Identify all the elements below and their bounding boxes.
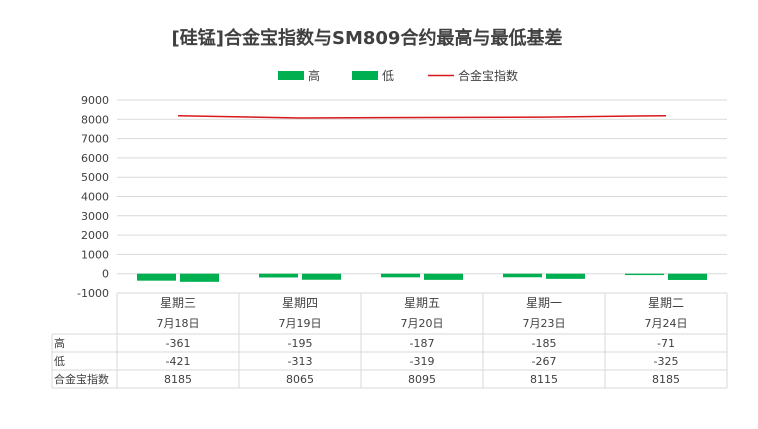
y-tick-label: 6000 xyxy=(81,152,109,165)
data-label: -325 xyxy=(654,355,679,368)
data-table: 星期三 7月18日 星期四 7月19日 星期五 7月20日 星期一 7月23日 星期二 7月24日… xyxy=(51,292,728,389)
data-label: -185 xyxy=(532,337,557,350)
x-category-label: 星期二 xyxy=(648,296,684,310)
data-label: -71 xyxy=(657,337,675,350)
y-tick-label: 4000 xyxy=(81,191,109,204)
y-axis: 9000 8000 7000 6000 5000 4000 3000 2000 1000 0 -10… xyxy=(77,94,109,300)
data-label: 8185 xyxy=(652,373,680,386)
legend-swatch-2 xyxy=(352,71,378,80)
bar-high-4 xyxy=(503,273,542,278)
table-row-label: 高 xyxy=(54,336,65,350)
bar-low-5 xyxy=(668,273,707,280)
bars xyxy=(137,273,707,282)
data-label: -361 xyxy=(166,337,191,350)
table-row-label: 合金宝指数 xyxy=(54,372,109,386)
y-tick-label: 5000 xyxy=(81,171,109,184)
x-category-label: 星期五 xyxy=(404,296,440,310)
bar-high-2 xyxy=(259,273,298,278)
legend-label-1: 高 xyxy=(308,68,320,83)
bar-low-1 xyxy=(180,273,219,282)
bar-high-1 xyxy=(137,273,176,281)
data-label: 8185 xyxy=(164,373,192,386)
data-label: -187 xyxy=(410,337,435,350)
table-row-label: 低 xyxy=(54,355,65,368)
y-tick-label: 7000 xyxy=(81,133,109,146)
y-tick-label: 9000 xyxy=(81,94,109,107)
chart-title: [硅锰]合金宝指数与SM809合约最高与最低基差 xyxy=(172,27,563,49)
x-category-label: 星期三 xyxy=(160,296,196,310)
y-tick-label: 3000 xyxy=(81,210,109,223)
bar-low-4 xyxy=(546,273,585,279)
gridlines xyxy=(117,99,727,275)
data-label: 8115 xyxy=(530,373,558,386)
x-date-label: 7月23日 xyxy=(523,317,566,330)
bar-high-3 xyxy=(381,273,420,278)
bar-low-2 xyxy=(302,273,341,280)
y-tick-label: -1000 xyxy=(77,287,109,300)
x-category-label: 星期四 xyxy=(282,296,318,310)
legend-label-2: 低 xyxy=(382,69,394,83)
legend: 高 低 合金宝指数 xyxy=(278,68,518,83)
x-date-label: 7月19日 xyxy=(279,317,322,330)
data-label: -267 xyxy=(532,355,557,368)
x-date-label: 7月18日 xyxy=(157,317,200,330)
index-line-path xyxy=(177,114,667,119)
data-label: 8095 xyxy=(408,373,436,386)
bar-high-5 xyxy=(625,273,664,276)
bar-low-3 xyxy=(424,273,463,280)
y-tick-label: 2000 xyxy=(81,229,109,242)
y-tick-label: 0 xyxy=(102,268,109,281)
y-tick-label: 8000 xyxy=(81,113,109,126)
data-label: -421 xyxy=(166,355,191,368)
x-category-label: 星期一 xyxy=(526,296,562,310)
x-date-label: 7月20日 xyxy=(401,317,444,330)
data-label: -195 xyxy=(288,337,313,350)
x-date-label: 7月24日 xyxy=(645,317,688,330)
index-line xyxy=(177,114,667,119)
data-label: -319 xyxy=(410,355,435,368)
data-label: -313 xyxy=(288,355,313,368)
legend-swatch-1 xyxy=(278,71,304,80)
y-tick-label: 1000 xyxy=(81,248,109,261)
data-label: 8065 xyxy=(286,373,314,386)
legend-label-3: 合金宝指数 xyxy=(458,68,518,83)
